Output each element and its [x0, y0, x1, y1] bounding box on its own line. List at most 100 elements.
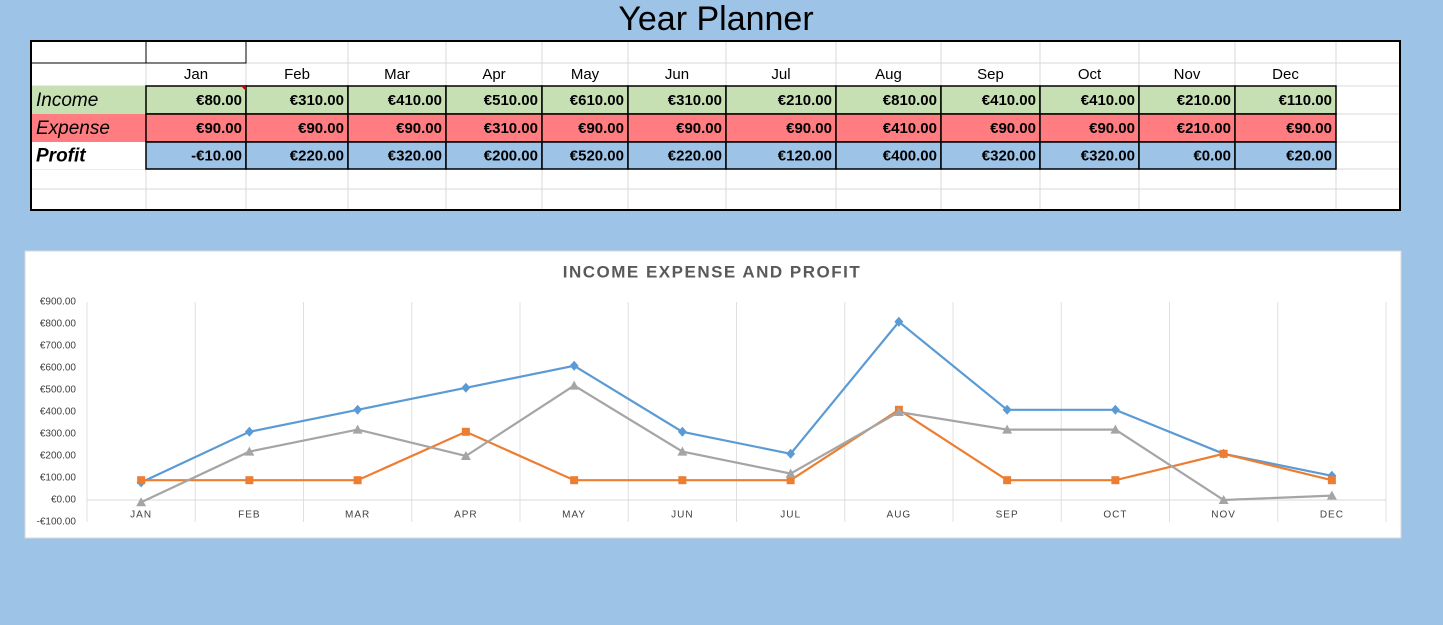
value-cell	[1234, 141, 1337, 170]
row-label: Income	[36, 90, 98, 111]
series-marker	[894, 316, 904, 327]
series-marker	[1110, 424, 1121, 434]
month-header: May	[571, 66, 600, 83]
series-marker	[1218, 495, 1229, 504]
value-cell	[1138, 141, 1236, 170]
series-marker	[461, 382, 471, 393]
value-cell	[940, 113, 1041, 143]
y-tick-label: €400.00	[40, 407, 77, 418]
cell-value: €90.00	[578, 120, 624, 137]
cell-value: €320.00	[1081, 147, 1135, 164]
cell-value: €320.00	[982, 147, 1036, 164]
series-marker	[1002, 424, 1013, 434]
cell-value: €20.00	[1286, 147, 1332, 164]
cell-value: €90.00	[990, 120, 1036, 137]
value-cell	[145, 141, 247, 170]
cell-value: €90.00	[1089, 120, 1135, 137]
series-marker	[244, 426, 254, 437]
value-cell	[1138, 113, 1236, 143]
value-cell	[145, 85, 247, 115]
row-label-cell	[31, 142, 146, 169]
series-marker	[137, 476, 146, 485]
table-border	[30, 40, 1401, 211]
series-marker	[677, 446, 688, 456]
cell-value: €410.00	[388, 92, 442, 109]
cell-value: €200.00	[484, 147, 538, 164]
month-header: Jun	[665, 66, 689, 83]
series-marker	[1110, 404, 1120, 415]
month-header: Mar	[384, 66, 410, 83]
cell-value: €410.00	[982, 92, 1036, 109]
series-marker	[460, 451, 471, 460]
x-tick-label: AUG	[887, 510, 912, 521]
cell-value: €210.00	[778, 92, 832, 109]
month-header: Jul	[771, 66, 790, 83]
cell-value: €320.00	[388, 147, 442, 164]
series-line	[141, 408, 1333, 482]
month-header: Oct	[1078, 66, 1102, 83]
y-tick-label: €500.00	[40, 385, 77, 396]
cell-value: €310.00	[668, 92, 722, 109]
month-header: Aug	[875, 66, 902, 83]
series-marker	[570, 476, 579, 485]
x-tick-label: FEB	[238, 510, 260, 521]
series-marker	[136, 497, 147, 507]
cell-value: €810.00	[883, 92, 937, 109]
value-cell	[940, 141, 1041, 170]
series-marker	[1003, 476, 1012, 485]
x-tick-label: JUN	[671, 510, 693, 521]
cell-value: €220.00	[668, 147, 722, 164]
series-marker	[1326, 490, 1337, 500]
x-tick-label: DEC	[1320, 510, 1344, 521]
series-marker	[1327, 476, 1336, 485]
cell-value: €90.00	[298, 120, 344, 137]
x-tick-label: SEP	[996, 510, 1019, 521]
cell-value: €90.00	[1286, 120, 1332, 137]
series-marker	[1219, 449, 1228, 458]
value-cell	[725, 113, 837, 143]
series-marker	[1111, 476, 1120, 485]
y-tick-label: €100.00	[40, 473, 77, 484]
month-header: Nov	[1174, 66, 1201, 83]
cell-value: €120.00	[778, 147, 832, 164]
value-cell	[347, 113, 447, 143]
month-header: Sep	[977, 66, 1004, 83]
series-marker	[353, 404, 363, 415]
series-marker	[569, 380, 580, 390]
series-marker	[244, 446, 255, 456]
cell-value: €610.00	[570, 92, 624, 109]
page-title: Year Planner	[618, 0, 813, 38]
row-label-cell	[31, 86, 146, 114]
y-tick-label: €700.00	[40, 341, 77, 352]
value-cell	[245, 113, 349, 143]
cell-value: €90.00	[396, 120, 442, 137]
series-marker	[893, 407, 904, 416]
series-marker	[786, 448, 796, 459]
cell-value: €90.00	[786, 120, 832, 137]
cell-value: €310.00	[484, 120, 538, 137]
value-cell	[1039, 85, 1140, 115]
value-cell	[541, 85, 629, 115]
y-tick-label: €800.00	[40, 319, 77, 330]
cell-value: €220.00	[290, 147, 344, 164]
cell-value: €80.00	[196, 92, 242, 109]
x-tick-label: OCT	[1103, 510, 1127, 521]
value-cell	[725, 141, 837, 170]
cell-value: €210.00	[1177, 120, 1231, 137]
series-marker	[786, 476, 795, 485]
cell-value: €410.00	[1081, 92, 1135, 109]
chart-background	[24, 250, 1402, 539]
series-line	[140, 384, 1332, 504]
cell-value: €0.00	[1193, 147, 1231, 164]
series-marker	[461, 427, 470, 436]
cell-value: €520.00	[570, 147, 624, 164]
comment-flag	[241, 86, 246, 91]
cell-value: €510.00	[484, 92, 538, 109]
y-tick-label: €200.00	[40, 451, 77, 462]
value-cell	[541, 141, 629, 170]
series-line	[140, 320, 1333, 484]
series-marker	[785, 468, 796, 478]
row-label-cell	[31, 114, 146, 142]
x-tick-label: NOV	[1211, 510, 1236, 521]
